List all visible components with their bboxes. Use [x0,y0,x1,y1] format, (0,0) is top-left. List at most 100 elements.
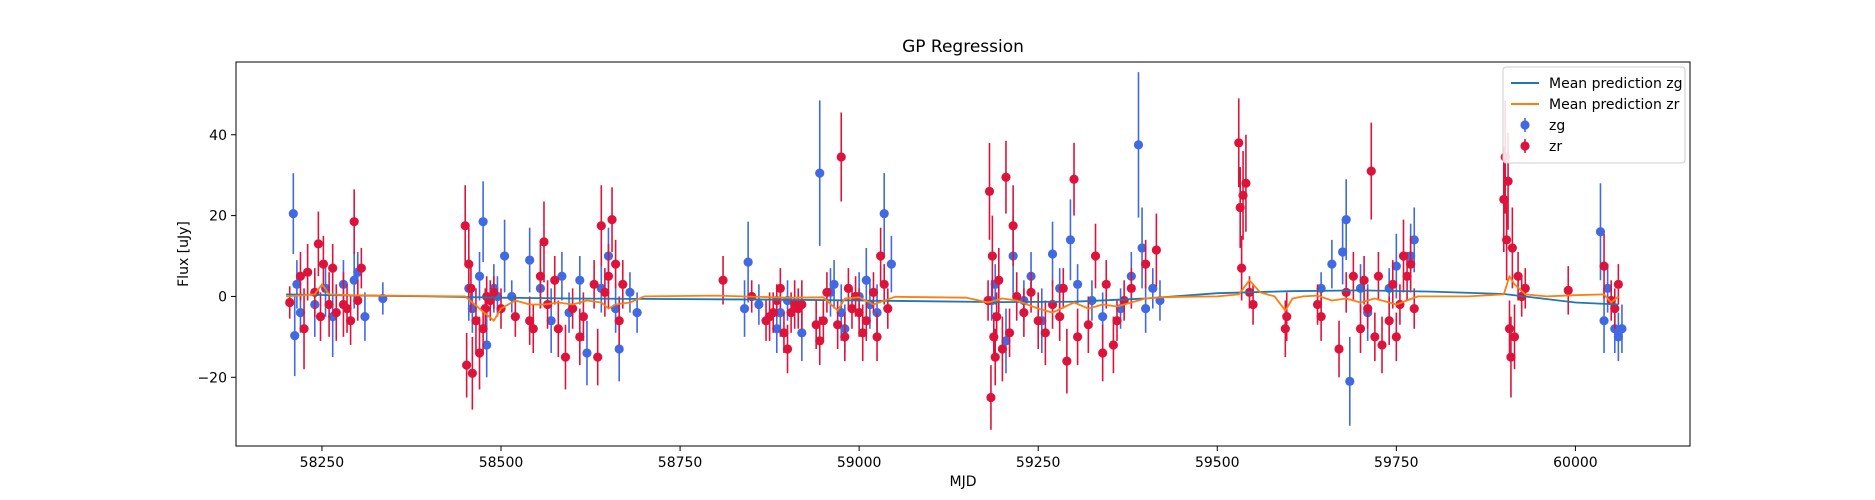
legend-entry: zg [1520,118,1565,134]
data-point [1363,303,1373,314]
legend-marker-swatch [1520,120,1530,130]
data-point [313,239,323,249]
series-zg [288,72,1627,426]
data-point [1606,295,1616,306]
data-point [360,312,370,322]
data-point [1008,221,1018,231]
data-point [318,259,328,269]
data-point [1610,303,1620,314]
legend-label: Mean prediction zg [1549,76,1683,92]
data-point [1001,336,1011,346]
data-point [1502,235,1512,245]
data-point [560,352,571,362]
data-point [550,275,560,285]
y-tick-label: 20 [209,209,227,225]
data-point [299,324,309,334]
data-point [1377,340,1387,350]
data-point [1055,312,1065,322]
data-point [525,316,535,326]
data-point [1388,279,1398,289]
data-point [1504,324,1515,334]
data-point [868,287,879,297]
data-point [462,360,472,370]
data-point [1402,271,1412,281]
data-point [1280,324,1290,334]
data-point [1348,271,1358,281]
data-point [528,324,538,334]
data-point [1316,312,1326,322]
data-point [535,271,546,281]
data-point [797,299,807,310]
data-point [1040,328,1050,338]
data-point [1513,271,1523,281]
data-point [861,316,871,326]
data-point [1520,283,1530,293]
data-point [1398,251,1409,261]
data-point [539,237,549,247]
data-point [1334,344,1344,354]
data-point [1338,247,1348,257]
data-point [292,279,302,289]
data-point [611,259,621,269]
x-axis: 58250 58500 58750 59000 59250 59500 59750 60000 [300,446,1598,471]
data-point [353,295,363,306]
data-point [1563,285,1573,295]
data-point [589,279,599,289]
data-point [471,316,481,326]
data-point [328,263,338,273]
legend-marker-swatch [1520,141,1530,151]
data-point [618,279,628,289]
data-point [775,283,785,293]
data-point [1241,178,1251,188]
data-point [1098,312,1108,322]
data-point [478,324,488,334]
series-zr [285,98,1623,430]
data-point [474,271,485,281]
x-tick-label: 59500 [1195,455,1240,471]
data-point [886,259,896,269]
data-point [1391,261,1401,271]
data-point [1507,243,1517,253]
data-point [786,308,796,318]
data-point [1409,235,1419,245]
data-point [1047,249,1058,259]
data-point [1345,376,1355,386]
data-point [1355,324,1366,334]
legend-label: zg [1549,118,1565,134]
data-point [510,312,520,322]
y-tick-label: −20 [197,370,227,386]
data-point [1119,295,1129,306]
data-point [984,186,995,196]
data-point [1599,261,1609,271]
data-point [331,308,341,318]
plot-frame [235,61,1691,447]
data-point [843,283,853,293]
data-point [568,303,578,314]
x-tick-label: 58750 [658,455,703,471]
data-point [349,217,359,227]
y-axis-title: Flux [uJy] [176,221,192,287]
data-point [1026,287,1036,297]
data-point [1506,352,1516,362]
data-point [818,316,828,326]
series-line-Mean prediction zr [286,275,1619,322]
data-point [557,271,567,281]
data-point [992,312,1002,322]
data-point [342,303,352,314]
data-point [1509,332,1520,342]
data-point [1282,312,1292,322]
data-point [833,320,843,330]
data-point [775,308,785,318]
data-point [840,332,850,342]
data-point [990,352,1000,362]
data-point [1033,316,1043,326]
data-point [1613,332,1623,342]
data-point [1341,215,1351,225]
data-point [1001,172,1011,182]
data-point [614,316,624,326]
data-point [1327,259,1337,269]
x-tick-label: 59250 [1016,455,1061,471]
data-point [1126,283,1136,293]
plot-area [285,72,1627,430]
data-point [1391,332,1401,342]
